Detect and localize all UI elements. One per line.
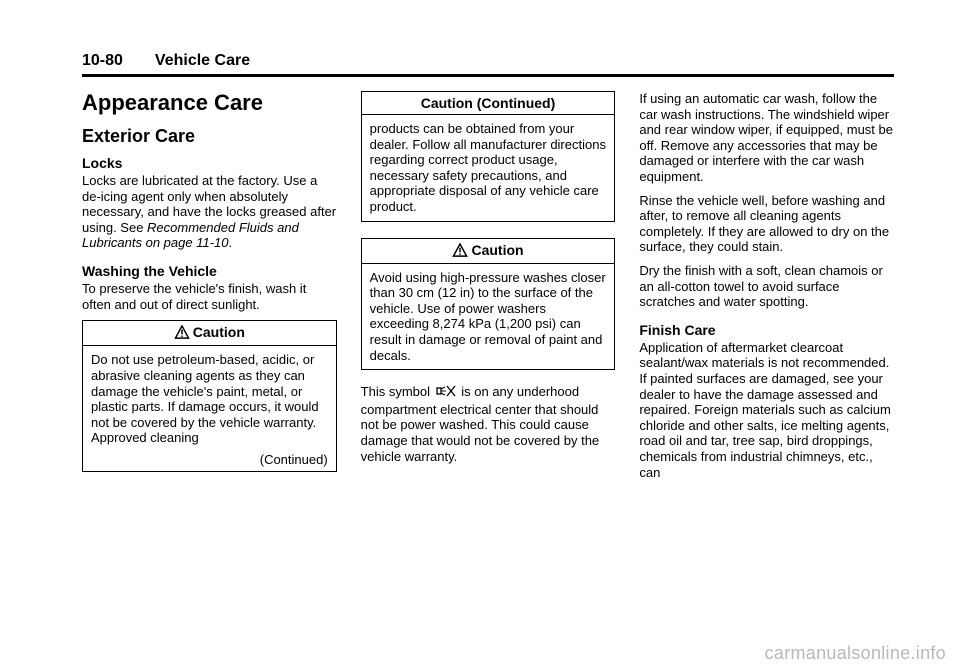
paragraph-locks: Locks are lubricated at the factory. Use… <box>82 173 337 251</box>
topic-heading-locks: Locks <box>82 155 337 171</box>
caution-title: Caution <box>362 239 615 264</box>
page-number: 10-80 <box>82 52 123 70</box>
caution-body: products can be obtained from your deale… <box>362 115 615 221</box>
text: . <box>228 235 232 250</box>
caution-box: Caution Avoid using high-pressure washes… <box>361 238 616 371</box>
manual-page: 10-80 Vehicle Care Appearance Care Exter… <box>0 0 960 502</box>
warning-triangle-icon <box>452 243 468 260</box>
caution-body: Avoid using high-pressure washes closer … <box>362 264 615 370</box>
caution-title: Caution (Continued) <box>362 92 615 115</box>
continued-label: (Continued) <box>83 452 336 471</box>
column-2: Caution (Continued) products can be obta… <box>361 91 616 482</box>
paragraph: Dry the finish with a soft, clean chamoi… <box>639 263 894 310</box>
chapter-title: Vehicle Care <box>155 52 250 70</box>
topic-heading-finish-care: Finish Care <box>639 322 894 338</box>
caution-box: Caution Do not use petroleum-based, acid… <box>82 320 337 472</box>
caution-box-continued: Caution (Continued) products can be obta… <box>361 91 616 222</box>
caution-title: Caution <box>83 321 336 346</box>
caution-label: Caution <box>471 242 523 258</box>
paragraph-finish-care: Application of aftermarket clearcoat sea… <box>639 340 894 480</box>
paragraph-washing: To preserve the vehicle's finish, wash i… <box>82 281 337 312</box>
page-header: 10-80 Vehicle Care <box>82 52 894 72</box>
text: This symbol <box>361 384 434 399</box>
section-heading-appearance-care: Appearance Care <box>82 91 337 115</box>
column-3: If using an automatic car wash, follow t… <box>639 91 894 482</box>
paragraph: Rinse the vehicle well, before washing a… <box>639 193 894 255</box>
caution-body: Do not use petroleum-based, acidic, or a… <box>83 346 336 452</box>
header-rule <box>82 74 894 77</box>
three-column-layout: Appearance Care Exterior Care Locks Lock… <box>82 91 894 482</box>
column-1: Appearance Care Exterior Care Locks Lock… <box>82 91 337 482</box>
warning-triangle-icon <box>174 325 190 342</box>
subsection-heading-exterior-care: Exterior Care <box>82 127 337 147</box>
watermark: carmanualsonline.info <box>765 643 946 664</box>
paragraph: If using an automatic car wash, follow t… <box>639 91 894 185</box>
paragraph-symbol-note: This symbol is on any underhood compartm… <box>361 384 616 464</box>
caution-label: Caution <box>193 324 245 340</box>
topic-heading-washing: Washing the Vehicle <box>82 263 337 279</box>
no-power-wash-icon <box>436 384 456 402</box>
